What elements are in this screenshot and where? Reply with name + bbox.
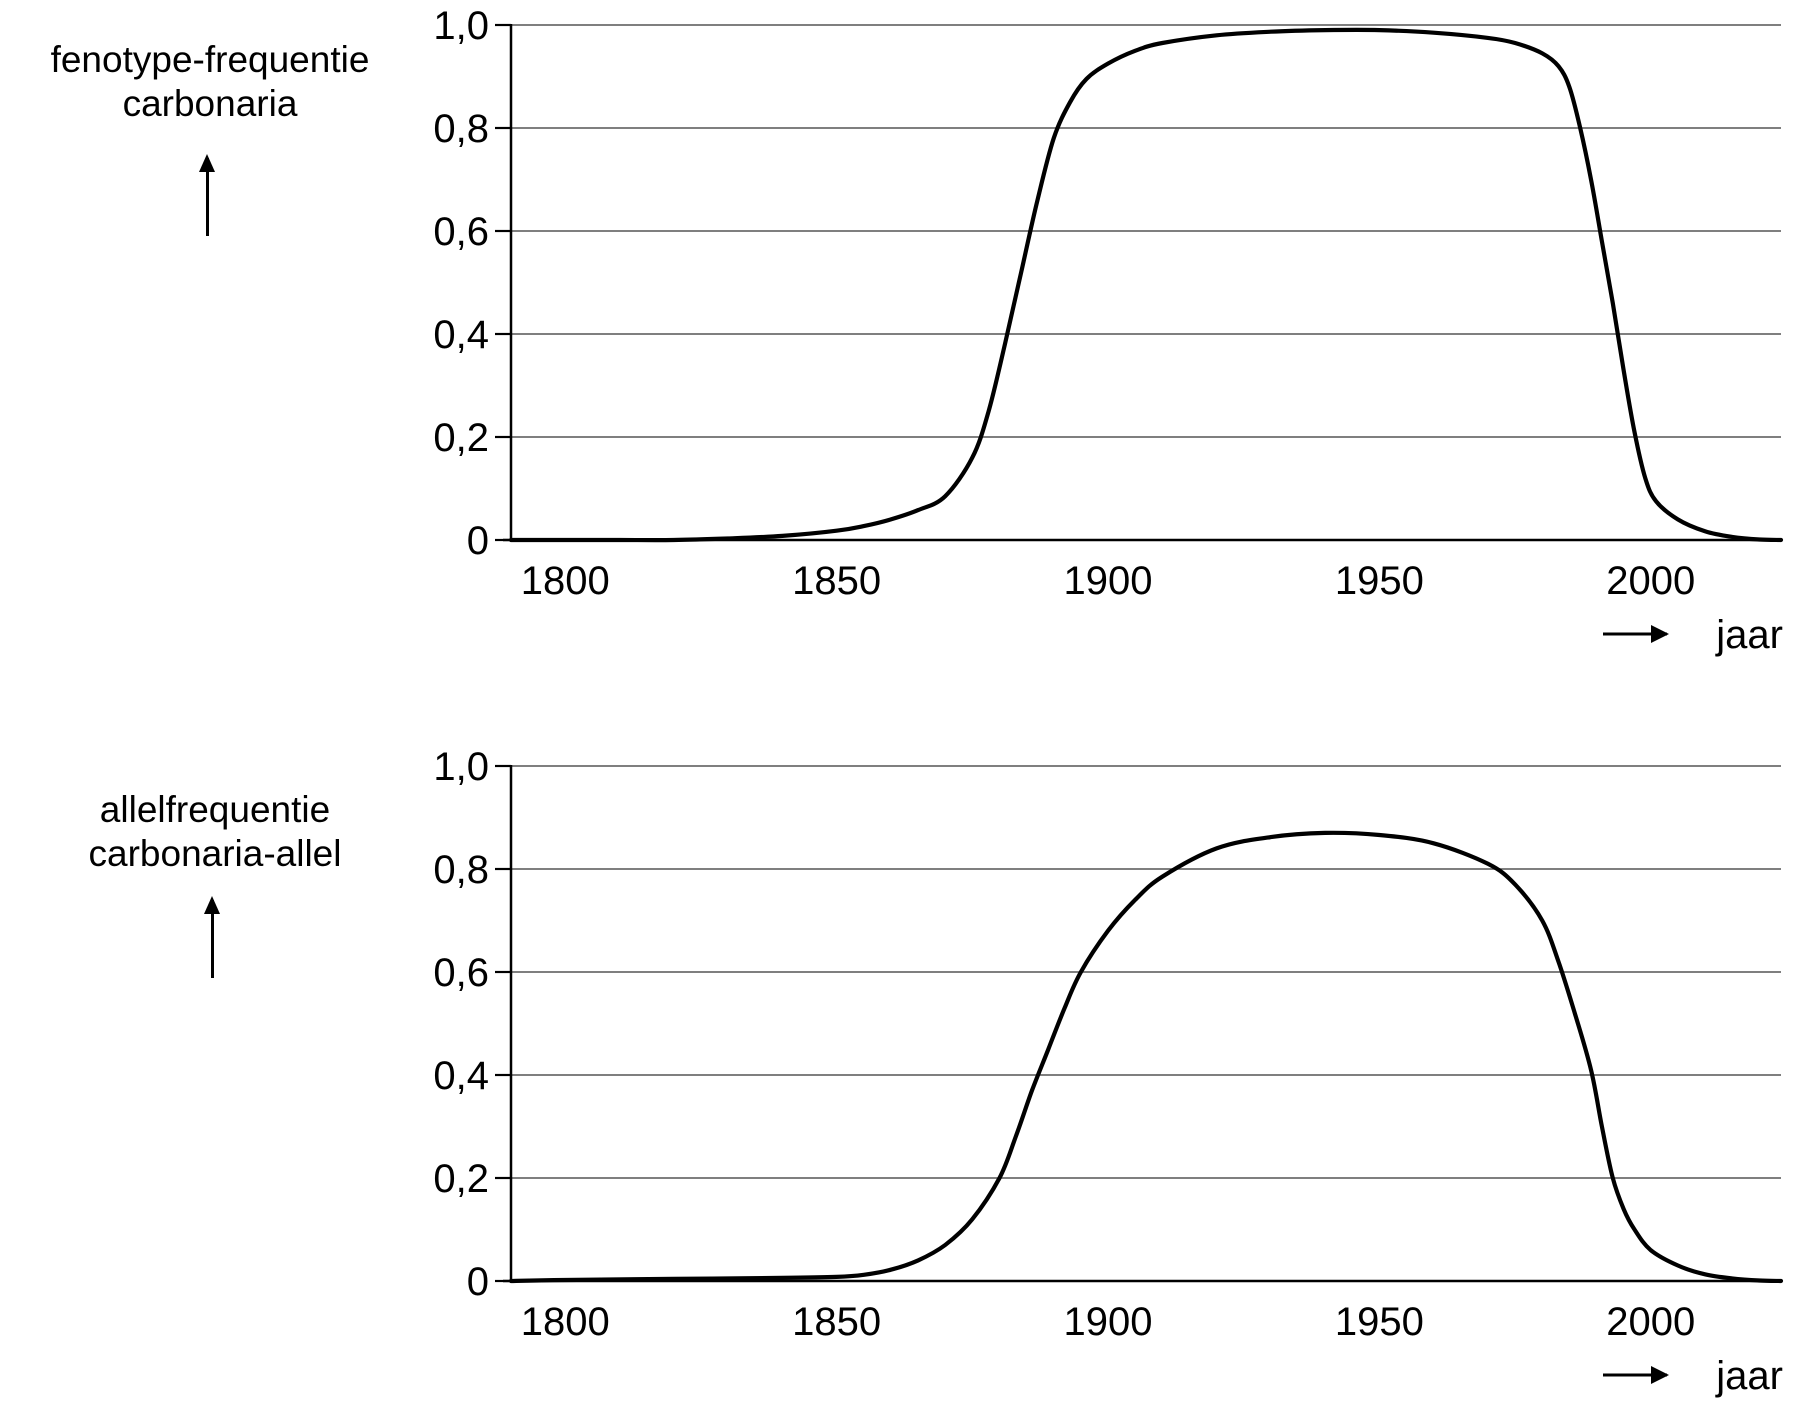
y-tick-label: 0,4 [433, 313, 489, 357]
y-tick-label: 0,8 [433, 848, 489, 892]
y-axis-label-line-1: allelfrequentie [99, 789, 331, 830]
y-tick-label: 0,6 [433, 210, 489, 254]
series-line [508, 27, 1784, 543]
y-axis-label: fenotype-frequentie carbonaria [0, 38, 420, 126]
chart-phenotype-frequency: fenotype-frequentie carbonaria 0 0,2 0,4 0,… [0, 4, 1784, 657]
x-tick-label: 1950 [1335, 559, 1424, 603]
plot-area: 0 0,2 0,4 0,6 0,8 1,0 1800 1850 1900 1950 2000 jaar [433, 4, 1784, 657]
x-tick-label: 1950 [1335, 1300, 1424, 1344]
x-tick-label: 1850 [792, 1300, 881, 1344]
y-tick-label: 0 [467, 519, 489, 563]
x-tick-label: 2000 [1606, 1300, 1695, 1344]
up-arrow-icon [204, 896, 220, 978]
x-axis-label: jaar [1715, 613, 1783, 657]
x-axis-label: jaar [1715, 1354, 1783, 1398]
y-axis-label: allelfrequentie carbonaria-allel [0, 788, 430, 876]
x-tick-label: 2000 [1606, 559, 1695, 603]
y-tick-label: 0 [467, 1260, 489, 1304]
y-tick-label: 0,2 [433, 1157, 489, 1201]
x-tick-label: 1800 [521, 559, 610, 603]
up-arrow-icon [199, 154, 215, 236]
x-tick-label: 1800 [521, 1300, 610, 1344]
y-axis-label-line-2: carbonaria [122, 83, 298, 124]
x-tick-label: 1900 [1064, 1300, 1153, 1344]
y-axis-label-line-2: carbonaria-allel [88, 833, 342, 874]
y-tick-label: 0,2 [433, 416, 489, 460]
y-tick-label: 0,4 [433, 1054, 489, 1098]
y-tick-label: 0,8 [433, 107, 489, 151]
right-arrow-head-icon [1651, 625, 1669, 643]
x-tick-label: 1850 [792, 559, 881, 603]
y-tick-label: 1,0 [433, 745, 489, 789]
y-tick-label: 0,6 [433, 951, 489, 995]
chart-allele-frequency: allelfrequentie carbonaria-allel 0 0,2 0,4… [0, 704, 1794, 1408]
plot-area: 0 0,2 0,4 0,6 0,8 1,0 1800 1850 1900 1950 2000 jaar [433, 745, 1784, 1398]
x-tick-label: 1900 [1064, 559, 1153, 603]
series-line [508, 830, 1784, 1284]
y-axis-label-line-1: fenotype-frequentie [50, 39, 370, 80]
y-tick-label: 1,0 [433, 4, 489, 48]
right-arrow-head-icon [1651, 1366, 1669, 1384]
